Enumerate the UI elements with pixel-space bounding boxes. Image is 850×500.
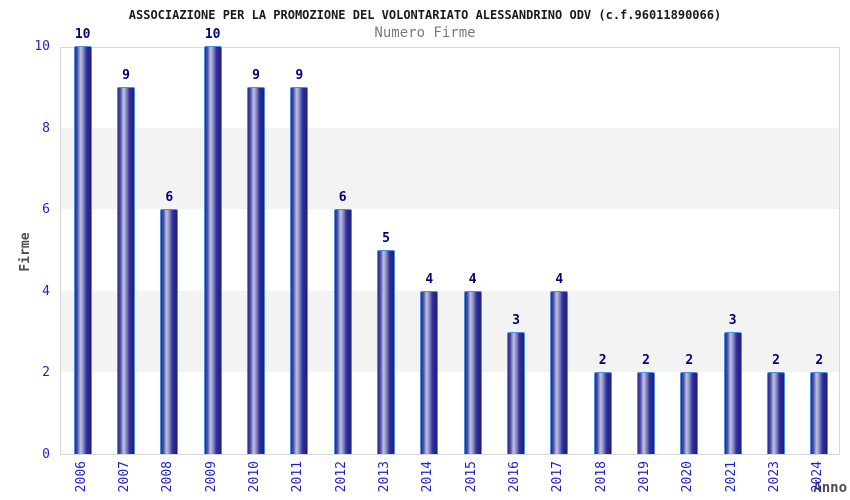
y-axis-title: Firme [18,232,33,272]
x-tick-label-2013: 2013 [377,461,392,493]
value-label-2016: 3 [512,312,520,328]
value-label-2017: 4 [555,271,564,287]
x-tick-label-2020: 2020 [680,461,696,493]
bar-2008 [160,209,179,454]
bar-2019 [637,372,655,454]
value-label-2020: 2 [685,353,694,369]
value-label-2007: 9 [122,67,130,83]
value-label-2010: 9 [252,67,260,83]
bar-2013 [377,250,395,454]
x-tick-label-2009: 2009 [203,461,219,493]
grid-band-2-4 [61,290,839,373]
value-label-2018: 2 [598,353,607,369]
value-label-2019: 2 [642,353,650,369]
x-tick-label-2010: 2010 [247,461,262,493]
chart-title: ASSOCIAZIONE PER LA PROMOZIONE DEL VOLON… [128,8,722,22]
bar-2023 [767,372,785,454]
plot-area: 10 9 6 10 9 9 6 5 4 4 3 4 2 2 2 3 2 2 [60,27,840,455]
bar-2006 [73,46,92,454]
bar-2015 [463,290,482,454]
x-tick-label-2006: 2006 [73,461,89,493]
value-label-2015: 4 [468,271,477,287]
x-tick-label-2019: 2019 [637,461,652,493]
x-tick-label-2012: 2012 [333,461,349,493]
bar-2016 [507,331,525,454]
chart-subtitle: Numero Firme [374,25,476,41]
x-tick-label-2018: 2018 [593,461,609,493]
value-label-2013: 5 [382,231,390,246]
value-label-2021: 3 [728,312,737,328]
bar-2007 [117,86,135,454]
y-tick-label-0: 0 [42,447,50,462]
x-axis-title: Anno [813,480,847,496]
x-tick-label-2016: 2016 [507,461,522,493]
x-tick-label-2008: 2008 [160,461,176,493]
bar-2010 [247,86,265,454]
bar-2020 [680,372,699,454]
bar-2011 [290,86,309,454]
bar-2018 [593,372,612,454]
value-label-2012: 6 [338,190,347,206]
bar-2021 [723,331,742,454]
x-tick-label-2015: 2015 [463,461,479,493]
y-tick-label-8: 8 [42,120,50,136]
x-tick-label-2014: 2014 [420,461,436,493]
bar-2009 [203,46,222,454]
value-label-2024: 2 [815,353,824,369]
y-tick-label-2: 2 [42,365,50,381]
value-label-2011: 9 [295,67,304,83]
value-label-2008: 6 [165,190,174,206]
y-tick-label-6: 6 [42,202,50,218]
bar-2017 [550,290,569,454]
x-tick-label-2007: 2007 [117,461,132,493]
bar-2014 [420,290,439,454]
x-tick-label-2017: 2017 [550,461,566,493]
x-tick-label-2023: 2023 [767,461,782,493]
x-tick-label-2021: 2021 [723,461,739,493]
value-label-2014: 4 [425,271,434,287]
bar-2024 [810,372,829,454]
x-tick-label-2024: 2024 [810,461,826,493]
x-tick-label-2011: 2011 [290,461,306,493]
grid-band-6-8 [61,127,839,210]
y-tick-label-10: 10 [34,39,50,54]
y-tick-label-4: 4 [42,283,50,299]
bar-2012 [333,209,352,454]
value-label-2009: 10 [204,27,221,42]
value-label-2006: 10 [74,27,91,42]
value-label-2023: 2 [772,353,780,369]
